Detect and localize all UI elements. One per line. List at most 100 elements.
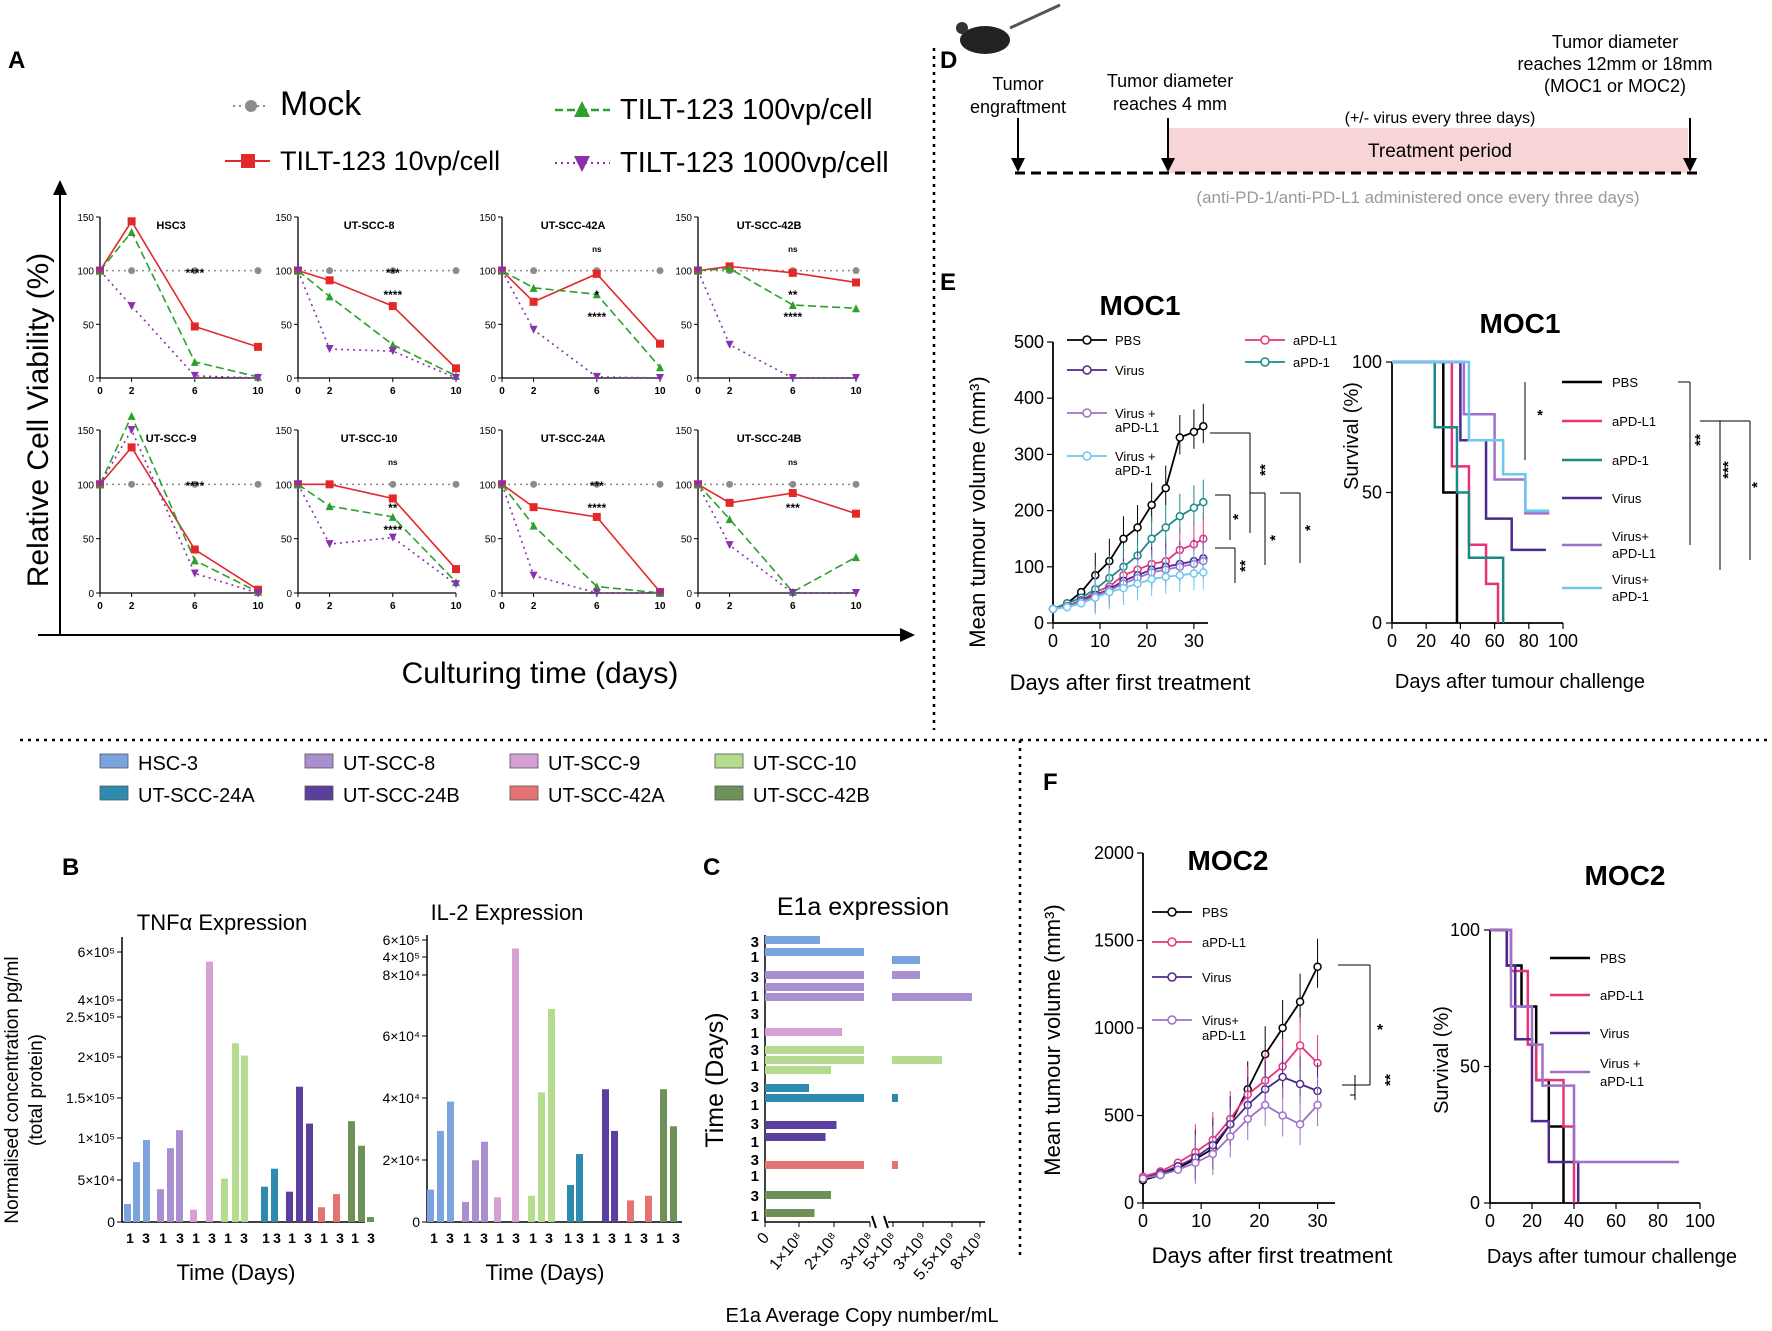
series-3 bbox=[501, 270, 661, 379]
legend-label-mock: Mock bbox=[280, 85, 362, 123]
series-3 bbox=[501, 484, 660, 594]
timeline-arrowhead bbox=[1683, 158, 1697, 172]
significance-label: ** bbox=[788, 288, 798, 302]
series-3 bbox=[297, 483, 457, 585]
legend-label: Virus bbox=[1600, 1026, 1630, 1041]
significance-label: *** bbox=[386, 266, 400, 280]
y-tick-label: 3 bbox=[751, 1042, 759, 1059]
bar bbox=[627, 1200, 634, 1222]
timeline-arrowhead bbox=[1011, 158, 1025, 172]
point bbox=[96, 480, 104, 489]
x-tick-label: 0 bbox=[295, 386, 301, 397]
legend-label: aPD-L1 bbox=[1202, 1028, 1246, 1043]
point bbox=[592, 269, 601, 278]
data-point bbox=[1091, 593, 1100, 602]
bar bbox=[538, 1092, 545, 1222]
significance-label: *** bbox=[1720, 461, 1737, 479]
panel-label-E: E bbox=[940, 269, 956, 296]
legend-label-10: TILT-123 10vp/cell bbox=[280, 146, 500, 176]
point bbox=[452, 364, 460, 373]
point bbox=[852, 278, 860, 287]
point bbox=[388, 494, 397, 503]
bar bbox=[892, 1094, 898, 1102]
x-tick-label: 3 bbox=[304, 1230, 312, 1246]
point bbox=[191, 267, 199, 275]
legend-label: UT-SCC-9 bbox=[548, 753, 640, 775]
y-tick-label: 100 bbox=[1014, 557, 1044, 577]
x-axis-arrow bbox=[900, 628, 915, 642]
bar bbox=[765, 948, 864, 956]
series-1 bbox=[697, 483, 857, 515]
y-axis-label-cytokine-2: (total protein) bbox=[26, 1034, 47, 1146]
point bbox=[852, 304, 860, 313]
y-tick-label: 50 bbox=[83, 535, 95, 546]
legend-label: UT-SCC-24A bbox=[138, 785, 255, 807]
bar bbox=[765, 1056, 864, 1064]
y-tick-label: 50 bbox=[1460, 1057, 1480, 1077]
point bbox=[452, 267, 460, 275]
chart-title-tnf: TNFα Expression bbox=[137, 910, 307, 935]
subplot-title: HSC3 bbox=[156, 220, 185, 232]
timeline-label-end-2: reaches 12mm or 18mm bbox=[1517, 54, 1712, 74]
x-tick-label: 0 bbox=[295, 601, 301, 612]
bar bbox=[765, 1028, 842, 1036]
legend-label: aPD-L1 bbox=[1202, 935, 1246, 950]
legend-swatch bbox=[99, 785, 129, 801]
point bbox=[656, 374, 664, 382]
legend-label: aPD-L1 bbox=[1612, 546, 1656, 561]
series-2 bbox=[697, 267, 857, 310]
data-point bbox=[1161, 523, 1170, 532]
y-tick-label: 0 bbox=[1372, 613, 1382, 633]
point bbox=[694, 266, 702, 275]
point bbox=[96, 266, 104, 275]
bar bbox=[892, 1056, 942, 1064]
significance-label: **** bbox=[185, 266, 204, 280]
bar bbox=[670, 1126, 677, 1222]
point bbox=[254, 342, 262, 351]
bar bbox=[494, 1197, 501, 1222]
legend-label: aPD-1 bbox=[1612, 453, 1649, 468]
data-point bbox=[1278, 1111, 1287, 1120]
timeline-arrowhead bbox=[1161, 158, 1175, 172]
y-tick-label: 100 bbox=[275, 267, 292, 278]
bar bbox=[367, 1217, 374, 1222]
point bbox=[325, 345, 334, 354]
y-tick-label: 0 bbox=[286, 589, 292, 600]
point bbox=[788, 374, 797, 382]
data-point bbox=[1175, 511, 1185, 521]
y-tick-label: 1 bbox=[751, 949, 759, 966]
legend-marker-10 bbox=[241, 154, 255, 168]
chart-title-moc1-survival: MOC1 bbox=[1480, 308, 1561, 339]
y-tick-label: 4×10⁴ bbox=[382, 1090, 420, 1106]
survival-curve-0 bbox=[1392, 360, 1459, 623]
bar bbox=[765, 1094, 864, 1102]
chart-title-moc2-growth: MOC2 bbox=[1188, 845, 1269, 876]
data-point bbox=[1278, 1072, 1287, 1082]
point bbox=[388, 302, 397, 311]
series-2 bbox=[501, 269, 661, 368]
data-point bbox=[1313, 1100, 1322, 1110]
x-tick-label: 30 bbox=[1184, 631, 1204, 651]
y-tick-label: 300 bbox=[1014, 444, 1044, 464]
x-tick-label: 0 bbox=[695, 386, 701, 397]
legend-label: UT-SCC-8 bbox=[343, 753, 435, 775]
data-point bbox=[1138, 1174, 1148, 1183]
timeline-label-end-3: (MOC1 or MOC2) bbox=[1544, 76, 1686, 96]
series-2 bbox=[297, 483, 457, 583]
y-tick-label: 100 bbox=[77, 480, 94, 491]
bar bbox=[765, 1133, 826, 1141]
x-tick-label: 1 bbox=[159, 1230, 167, 1246]
x-tick-label: 1 bbox=[351, 1230, 359, 1246]
x-tick-label: 10 bbox=[450, 386, 462, 397]
point bbox=[254, 589, 262, 597]
x-tick-label: 2 bbox=[531, 601, 537, 612]
y-tick-label: 4×10⁵ bbox=[383, 949, 420, 965]
bar bbox=[765, 1161, 864, 1169]
x-tick-label: 1 bbox=[288, 1230, 296, 1246]
x-tick-label: 2 bbox=[327, 386, 333, 397]
subplot-title: UT-SCC-24B bbox=[737, 433, 802, 445]
y-tick-label: 2×10⁵ bbox=[78, 1049, 115, 1065]
survival-curve-3 bbox=[1392, 360, 1546, 552]
bar bbox=[548, 1008, 555, 1222]
x-tick-label: 2 bbox=[129, 386, 135, 397]
